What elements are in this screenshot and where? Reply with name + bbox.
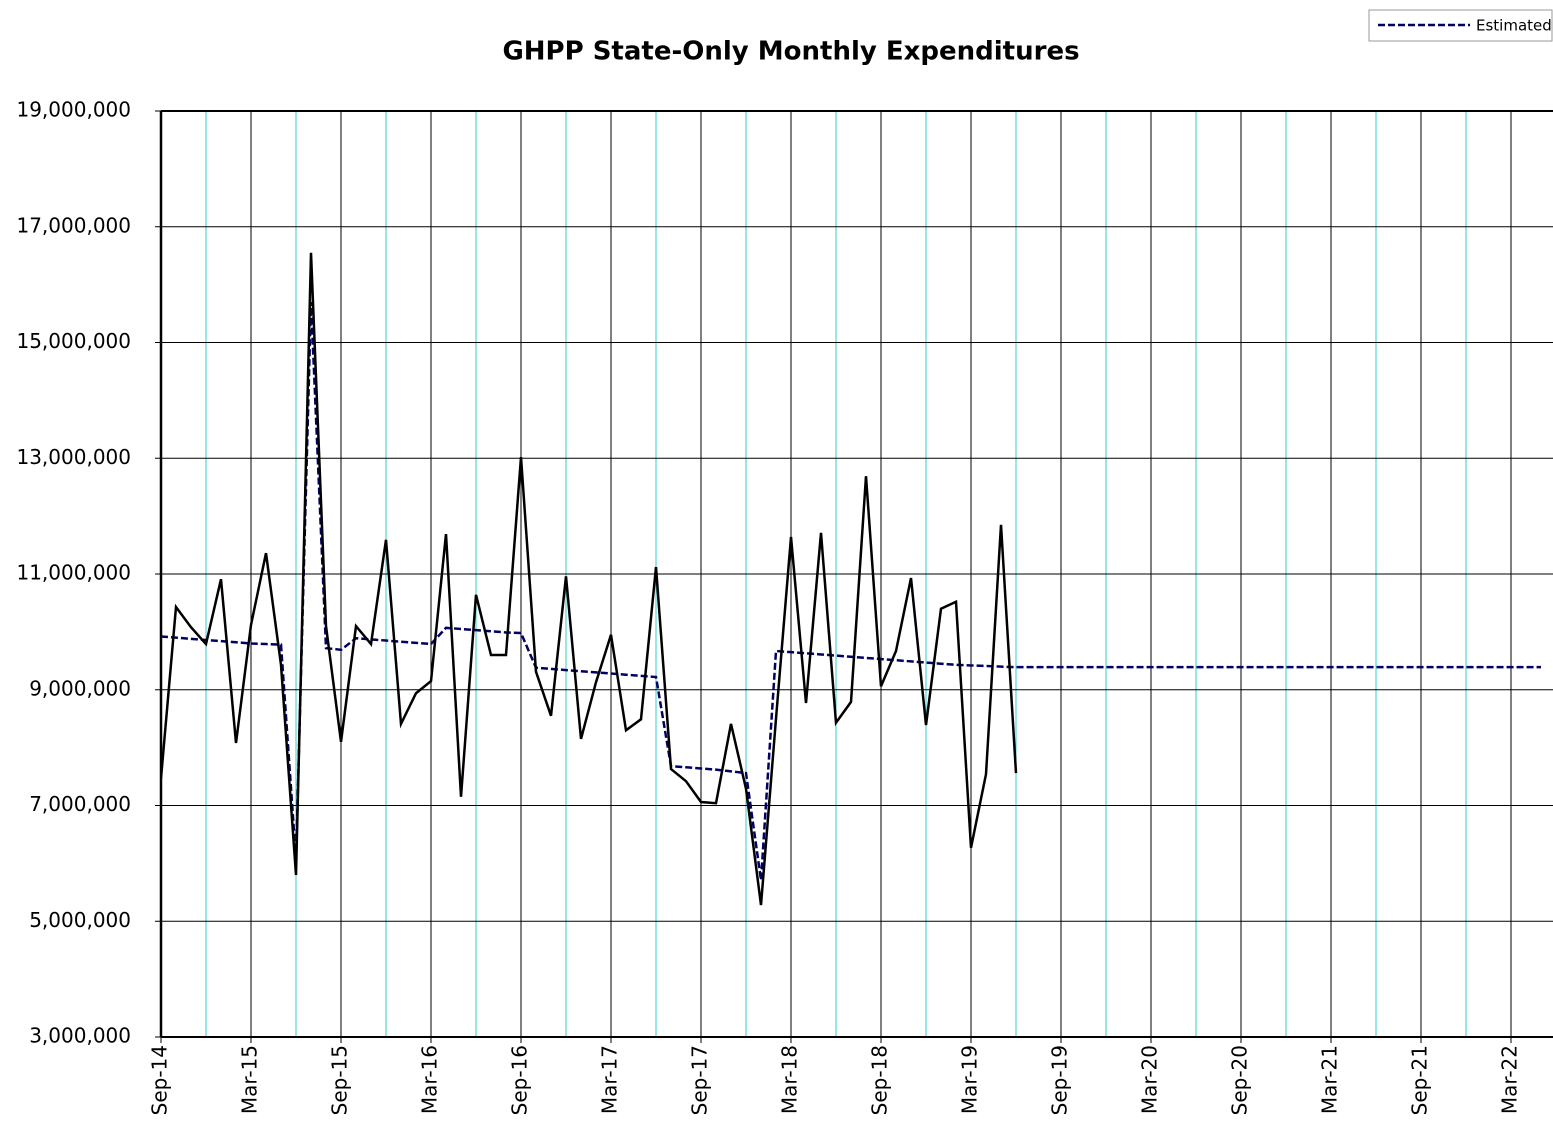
x-tick-label: Mar-16 — [418, 1045, 442, 1114]
y-tick-label: 7,000,000 — [29, 792, 131, 816]
y-tick-label: 11,000,000 — [16, 561, 131, 585]
x-tick-label: Sep-15 — [328, 1045, 352, 1115]
y-tick-label: 3,000,000 — [29, 1024, 131, 1048]
x-tick-label: Sep-17 — [688, 1045, 712, 1115]
actual-line — [161, 252, 1018, 906]
x-tick-label: Sep-18 — [868, 1045, 892, 1115]
legend-label: Estimated — [1476, 17, 1552, 35]
x-tick-label: Sep-16 — [508, 1045, 532, 1115]
x-tick-label: Mar-18 — [778, 1045, 802, 1114]
y-tick-label: 17,000,000 — [16, 213, 131, 237]
y-tick-label: 5,000,000 — [29, 908, 131, 932]
y-tick-label: 9,000,000 — [29, 676, 131, 700]
x-tick-label: Mar-20 — [1138, 1045, 1162, 1114]
estimated-line — [161, 301, 1541, 881]
y-tick-label: 15,000,000 — [16, 329, 131, 353]
y-tick-label: 19,000,000 — [16, 98, 131, 122]
y-tick-label: 13,000,000 — [16, 445, 131, 469]
chart-title: GHPP State-Only Monthly Expenditures — [502, 37, 1079, 67]
x-tick-label: Sep-21 — [1408, 1045, 1432, 1115]
x-tick-label: Sep-20 — [1228, 1045, 1252, 1115]
x-tick-label: Sep-14 — [148, 1045, 172, 1115]
x-tick-label: Mar-15 — [238, 1045, 262, 1114]
x-tick-label: Mar-19 — [958, 1045, 982, 1114]
x-tick-label: Mar-17 — [598, 1045, 622, 1114]
x-tick-label: Mar-21 — [1318, 1045, 1342, 1114]
x-tick-label: Sep-19 — [1048, 1045, 1072, 1115]
x-tick-label: Mar-22 — [1498, 1045, 1522, 1114]
